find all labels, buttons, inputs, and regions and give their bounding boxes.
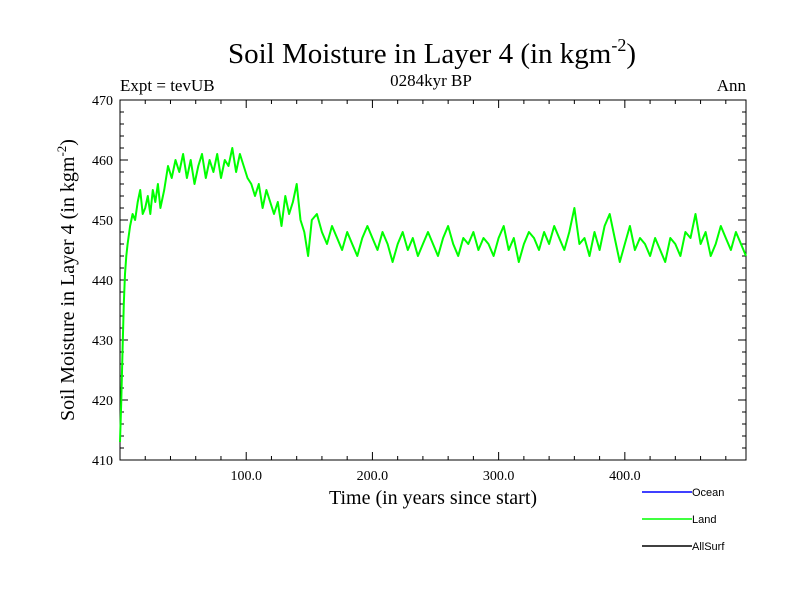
legend-label-allsurf: AllSurf: [692, 541, 725, 553]
chart-title-close: ): [626, 38, 636, 70]
chart-title-main: Soil Moisture in Layer 4 (in kgm: [228, 38, 612, 70]
season-label: Ann: [717, 76, 747, 95]
legend-label-land: Land: [692, 514, 716, 526]
y-axis-label-main: Soil Moisture in Layer 4 (in kgm: [57, 156, 79, 421]
x-tick-label: 200.0: [357, 469, 389, 484]
legend: Ocean Land AllSurf: [642, 487, 725, 553]
y-axis-label-close: ): [57, 139, 79, 146]
chart-title: Soil Moisture in Layer 4 (in kgm-2): [228, 35, 636, 70]
y-axis-label: Soil Moisture in Layer 4 (in kgm-2): [54, 139, 79, 421]
y-tick-label: 420: [92, 394, 113, 409]
period-label: 0284kyr BP: [390, 71, 472, 90]
x-tick-label: 100.0: [230, 469, 262, 484]
y-tick-label: 470: [92, 94, 113, 109]
plot-series: [119, 147, 747, 443]
y-tick-label: 440: [92, 274, 113, 289]
legend-label-ocean: Ocean: [692, 487, 724, 499]
x-axis-label: Time (in years since start): [329, 487, 537, 509]
x-tick-label: 300.0: [483, 469, 515, 484]
y-tick-label: 410: [92, 454, 113, 469]
chart-title-superscript: -2: [611, 35, 626, 55]
series-line-land: [119, 147, 747, 443]
axis-ticks: 410 420 430 440 450 460 470 100.0 200.0 300.0 400.…: [92, 94, 746, 484]
plot-frame: [119, 99, 747, 461]
experiment-label: Expt = tevUB: [120, 76, 215, 95]
y-tick-label: 460: [92, 154, 113, 169]
x-tick-label: 400.0: [609, 469, 641, 484]
y-tick-label: 450: [92, 214, 113, 229]
y-tick-label: 430: [92, 334, 113, 349]
y-axis-label-superscript: -2: [54, 146, 69, 157]
